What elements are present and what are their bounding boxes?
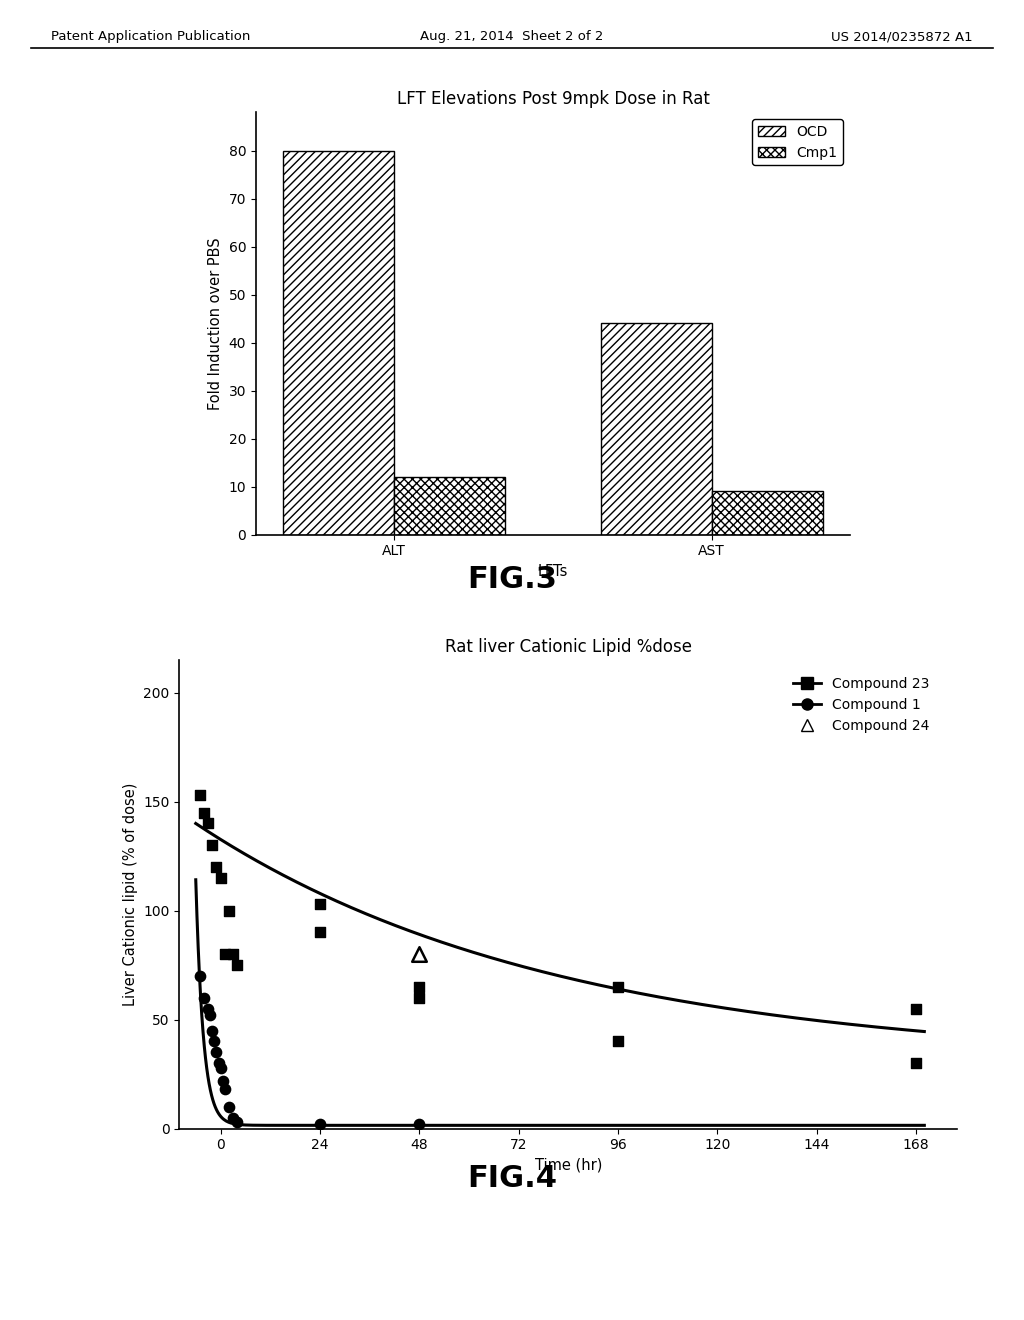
Point [229,954,246,975]
Bar [394,477,505,535]
Bar [283,150,394,535]
Point [908,1052,925,1073]
Point [212,867,228,888]
Point [214,1071,230,1092]
Point [411,1114,427,1135]
Point [204,1020,220,1041]
Point [196,987,212,1008]
Text: FIG.3: FIG.3 [467,565,557,594]
Text: FIG.4: FIG.4 [467,1164,557,1193]
Text: US 2014/0235872 A1: US 2014/0235872 A1 [831,30,973,44]
Point [225,1107,242,1129]
Point [311,921,328,942]
Point [196,803,212,824]
Bar [601,323,712,535]
Point [208,857,224,878]
Point [411,987,427,1008]
Point [908,998,925,1019]
Point [204,834,220,855]
Title: Rat liver Cationic Lipid %dose: Rat liver Cationic Lipid %dose [444,638,692,656]
Y-axis label: Liver Cationic lipid (% of dose): Liver Cationic lipid (% of dose) [123,783,137,1006]
Point [610,1031,627,1052]
Point [221,900,238,921]
Point [200,813,216,834]
Point [225,944,242,965]
Point [191,784,208,805]
X-axis label: LFTs: LFTs [538,564,568,579]
Bar [712,491,823,535]
Text: Aug. 21, 2014  Sheet 2 of 2: Aug. 21, 2014 Sheet 2 of 2 [420,30,604,44]
Point [212,1057,228,1078]
Point [191,965,208,986]
Point [311,894,328,915]
Point [206,1031,222,1052]
Point [229,1111,246,1133]
Legend: OCD, Cmp1: OCD, Cmp1 [752,119,843,165]
Point [202,1005,218,1026]
Point [411,977,427,998]
Legend: Compound 23, Compound 1, Compound 24: Compound 23, Compound 1, Compound 24 [787,672,935,739]
Point [200,998,216,1019]
Title: LFT Elevations Post 9mpk Dose in Rat: LFT Elevations Post 9mpk Dose in Rat [396,90,710,108]
Point [221,1096,238,1117]
Point [216,944,232,965]
Point [411,944,427,965]
Text: Patent Application Publication: Patent Application Publication [51,30,251,44]
Point [210,1052,226,1073]
Y-axis label: Fold Induction over PBS: Fold Induction over PBS [208,238,223,409]
X-axis label: Time (hr): Time (hr) [535,1158,602,1173]
Point [208,1041,224,1063]
Point [311,1114,328,1135]
Point [216,1078,232,1100]
Point [610,977,627,998]
